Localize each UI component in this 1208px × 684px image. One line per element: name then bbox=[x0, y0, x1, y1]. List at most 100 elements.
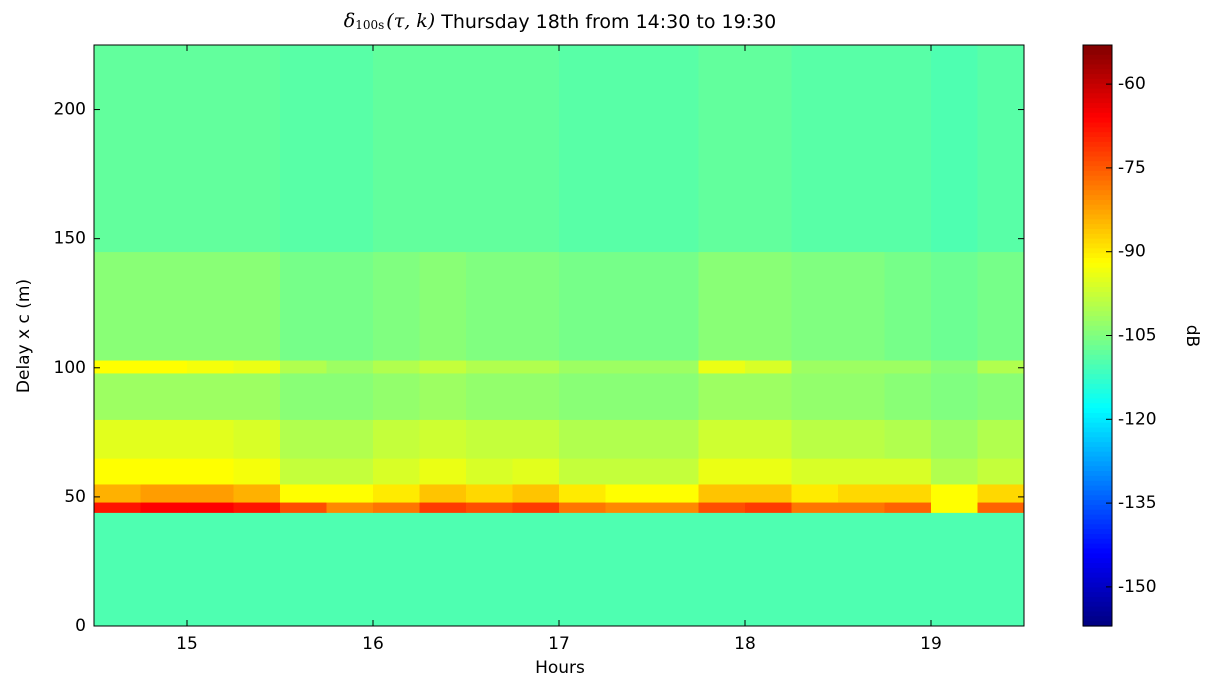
heatmap-cell bbox=[140, 502, 188, 513]
colorbar-segment bbox=[1083, 325, 1112, 332]
heatmap-cell bbox=[326, 502, 374, 513]
heatmap-cell bbox=[512, 458, 560, 485]
colorbar-segment bbox=[1083, 587, 1112, 593]
heatmap-cell bbox=[931, 502, 978, 513]
heatmap-cell bbox=[512, 419, 560, 459]
colorbar-segment bbox=[1083, 383, 1112, 390]
heatmap-cell bbox=[652, 502, 699, 513]
colorbar-segment bbox=[1083, 359, 1112, 366]
heatmap-cell bbox=[977, 502, 1025, 513]
heatmap-cell bbox=[745, 360, 792, 374]
heatmap-cell bbox=[559, 502, 606, 513]
heatmap-cell bbox=[977, 419, 1025, 459]
colorbar-segment bbox=[1083, 500, 1112, 506]
heatmap-cell bbox=[373, 419, 420, 459]
heatmap-cell bbox=[652, 419, 699, 459]
colorbar-segment bbox=[1083, 422, 1112, 429]
colorbar-segment bbox=[1083, 548, 1112, 554]
colorbar-segment bbox=[1083, 248, 1112, 254]
heatmap-cell bbox=[187, 502, 234, 513]
heatmap-cell bbox=[838, 360, 885, 374]
heatmap-cell bbox=[931, 251, 978, 361]
heatmap-cell bbox=[838, 45, 885, 253]
x-tick-label: 19 bbox=[920, 634, 942, 654]
colorbar-segment bbox=[1083, 567, 1112, 574]
heatmap-cell bbox=[94, 45, 141, 253]
heatmap-cell bbox=[838, 372, 885, 420]
colorbar-segment bbox=[1083, 461, 1112, 467]
colorbar-segment bbox=[1083, 437, 1112, 443]
heatmap-cell bbox=[652, 360, 699, 374]
colorbar-segment bbox=[1083, 204, 1112, 211]
heatmap-cell bbox=[233, 419, 281, 459]
colorbar-label: dB bbox=[1182, 325, 1202, 347]
heatmap-cell bbox=[977, 458, 1025, 485]
heatmap-cell bbox=[977, 512, 1025, 627]
heatmap-cell bbox=[94, 419, 141, 459]
heatmap-cell bbox=[94, 483, 141, 503]
heatmap-cell bbox=[373, 372, 420, 420]
colorbar-segment bbox=[1083, 301, 1112, 308]
colorbar-segment bbox=[1083, 320, 1112, 327]
heatmap-cell bbox=[466, 360, 513, 374]
heatmap-cell bbox=[698, 251, 746, 361]
colorbar-segment bbox=[1083, 282, 1112, 288]
heatmap-cell bbox=[140, 458, 188, 485]
heatmap-cell bbox=[373, 45, 420, 253]
colorbar-segment bbox=[1083, 311, 1112, 317]
colorbar-segment bbox=[1083, 277, 1112, 283]
colorbar-segment bbox=[1083, 156, 1112, 162]
chart-title: δ100s (τ, k) Thursday 18th from 14:30 to 1… bbox=[344, 10, 776, 33]
heatmap-cell bbox=[559, 251, 606, 361]
colorbar-segment bbox=[1083, 214, 1112, 220]
heatmap-cell bbox=[652, 458, 699, 485]
x-axis-label: Hours bbox=[535, 658, 585, 678]
heatmap-cell bbox=[698, 45, 746, 253]
heatmap-cell bbox=[605, 458, 653, 485]
colorbar-segment bbox=[1083, 616, 1112, 622]
heatmap-cell bbox=[698, 502, 746, 513]
heatmap-cell bbox=[512, 483, 560, 503]
heatmap-cell bbox=[419, 458, 467, 485]
colorbar-segment bbox=[1083, 509, 1112, 516]
colorbar-segment bbox=[1083, 78, 1112, 85]
heatmap-cell bbox=[838, 483, 885, 503]
colorbar-segment bbox=[1083, 141, 1112, 148]
heatmap-cell bbox=[326, 512, 374, 627]
heatmap-cell bbox=[838, 251, 885, 361]
colorbar-segment bbox=[1083, 442, 1112, 448]
heatmap-cell bbox=[605, 360, 653, 374]
colorbar-segment bbox=[1083, 475, 1112, 482]
heatmap-cell bbox=[931, 45, 978, 253]
heatmap-cell bbox=[791, 502, 839, 513]
colorbar-segment bbox=[1083, 354, 1112, 361]
heatmap-cell bbox=[605, 251, 653, 361]
heatmap-cell bbox=[698, 512, 746, 627]
heatmap-cell bbox=[187, 372, 234, 420]
colorbar-segment bbox=[1083, 199, 1112, 206]
heatmap-cell bbox=[884, 45, 932, 253]
heatmap-cell bbox=[884, 360, 932, 374]
heatmap-cell bbox=[140, 360, 188, 374]
colorbar-segment bbox=[1083, 219, 1112, 225]
colorbar-segment bbox=[1083, 228, 1112, 235]
colorbar-segment bbox=[1083, 306, 1112, 312]
heatmap-cell bbox=[187, 483, 234, 503]
heatmap-cell bbox=[280, 360, 327, 374]
heatmap-cell bbox=[373, 483, 420, 503]
heatmap-cell bbox=[931, 512, 978, 627]
colorbar-segment bbox=[1083, 209, 1112, 216]
heatmap-cell bbox=[931, 360, 978, 374]
heatmap-cell bbox=[419, 502, 467, 513]
colorbar-segment bbox=[1083, 340, 1112, 346]
colorbar-segment bbox=[1083, 330, 1112, 337]
heatmap-cell bbox=[187, 251, 234, 361]
heatmap-cell bbox=[745, 483, 792, 503]
heatmap-cell bbox=[419, 45, 467, 253]
heatmap-cell bbox=[466, 512, 513, 627]
colorbar-segment bbox=[1083, 112, 1112, 119]
heatmap-cell bbox=[233, 360, 281, 374]
colorbar-segment bbox=[1083, 151, 1112, 157]
colorbar-segment bbox=[1083, 272, 1112, 278]
heatmap-cell bbox=[791, 372, 839, 420]
